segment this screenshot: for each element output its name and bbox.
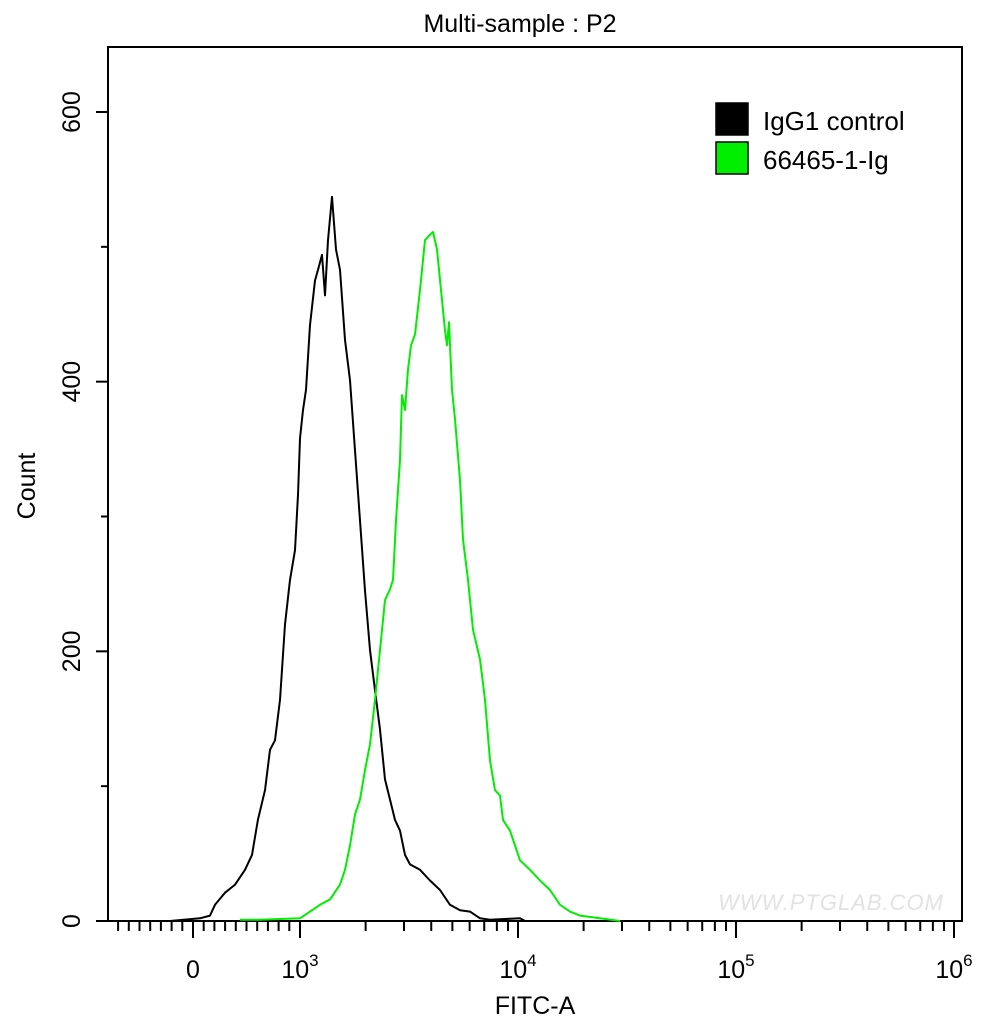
legend-swatch	[715, 141, 749, 175]
x-tick-exponent: 3	[309, 951, 318, 970]
y-tick-label: 200	[58, 630, 86, 672]
y-tick-label: 400	[58, 361, 86, 403]
x-tick-label: 106	[935, 951, 972, 984]
y-tick-label: 0	[58, 914, 86, 928]
x-tick-exponent: 5	[745, 951, 754, 970]
x-tick-label: 103	[281, 951, 318, 984]
legend-swatch	[715, 102, 749, 136]
x-tick-label: 0	[186, 956, 200, 984]
watermark: WWW.PTGLAB.COM	[718, 890, 944, 915]
y-axis-label: Count	[13, 453, 41, 520]
x-axis: 0 103 104 105 106	[117, 921, 973, 984]
y-tick-label: 600	[58, 91, 86, 133]
x-tick-exponent: 4	[527, 951, 536, 970]
legend-label: 66465-1-Ig	[763, 145, 889, 175]
x-axis-label: FITC-A	[495, 992, 576, 1020]
series-line-1	[169, 195, 526, 922]
x-tick-exponent: 6	[963, 951, 972, 970]
curves	[169, 195, 621, 922]
series-line-2	[240, 231, 621, 922]
x-tick-label: 105	[717, 951, 754, 984]
legend-label: IgG1 control	[763, 106, 905, 136]
y-axis: 0 200 400 600	[58, 91, 108, 928]
chart-title: Multi-sample : P2	[423, 10, 616, 38]
x-tick-label: 104	[499, 951, 536, 984]
legend: IgG1 control 66465-1-Ig	[715, 102, 905, 175]
plot-frame	[107, 46, 963, 922]
